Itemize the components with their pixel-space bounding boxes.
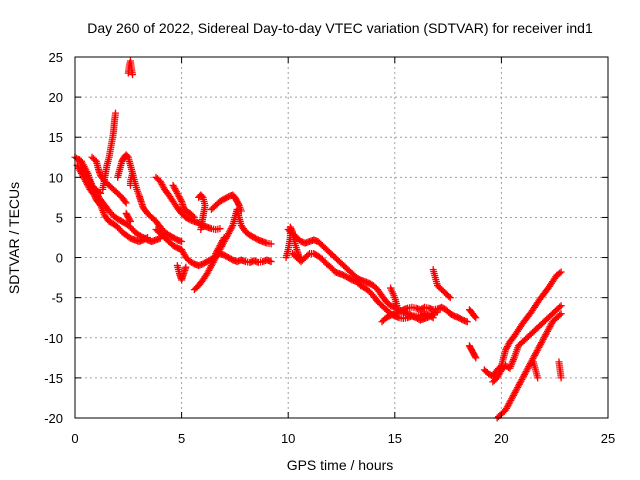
data-point bbox=[121, 198, 129, 206]
data-point bbox=[182, 263, 190, 271]
series-track-u bbox=[378, 303, 454, 326]
data-point bbox=[237, 207, 245, 215]
data-point bbox=[197, 225, 205, 233]
y-tick-label: -20 bbox=[44, 411, 63, 426]
data-point bbox=[393, 302, 401, 310]
data-point bbox=[445, 292, 453, 300]
data-point bbox=[198, 192, 206, 200]
y-tick-labels: -20 -15 -10 -5 0 5 10 15 20 25 bbox=[44, 50, 63, 426]
data-point bbox=[112, 109, 120, 117]
series-track-ac bbox=[493, 310, 565, 422]
data-point bbox=[97, 189, 105, 197]
data-point bbox=[556, 269, 564, 277]
x-tick-label: 5 bbox=[178, 431, 185, 446]
data-point bbox=[95, 188, 103, 196]
series-track-f bbox=[114, 151, 186, 246]
data-point bbox=[216, 225, 224, 233]
data-point bbox=[556, 303, 564, 311]
data-point bbox=[126, 216, 134, 224]
series-track-o bbox=[195, 191, 209, 233]
series-track-x bbox=[446, 310, 471, 326]
y-axis-label: SDTVAR / TECUs bbox=[6, 182, 22, 294]
y-tick-label: -5 bbox=[51, 291, 63, 306]
data-point bbox=[143, 234, 151, 241]
data-point bbox=[557, 310, 565, 318]
data-point bbox=[220, 234, 228, 241]
data-point bbox=[446, 294, 454, 302]
series-track-e bbox=[99, 109, 120, 193]
y-tick-label: 0 bbox=[56, 251, 63, 266]
y-tick-label: 15 bbox=[49, 130, 63, 145]
series-track-w bbox=[429, 266, 454, 302]
data-point bbox=[123, 152, 131, 160]
x-axis-label: GPS time / hours bbox=[287, 457, 394, 473]
y-tick-label: 25 bbox=[49, 50, 63, 65]
series-track-q bbox=[212, 234, 228, 258]
grid-lines bbox=[75, 57, 608, 418]
data-point bbox=[129, 71, 137, 79]
x-tick-label: 0 bbox=[71, 431, 78, 446]
series-track-i bbox=[126, 169, 137, 189]
data-point bbox=[90, 191, 98, 199]
data-point bbox=[178, 238, 186, 246]
data-point bbox=[142, 234, 150, 242]
data-point bbox=[557, 268, 565, 276]
data-point bbox=[304, 251, 312, 259]
data-point bbox=[557, 374, 565, 382]
data-point bbox=[234, 200, 242, 208]
x-tick-label: 15 bbox=[388, 431, 402, 446]
chart-title: Day 260 of 2022, Sidereal Day-to-day VTE… bbox=[87, 20, 593, 36]
series-track-j bbox=[152, 173, 224, 233]
series-track-ab bbox=[489, 302, 565, 386]
series-track-k bbox=[169, 181, 198, 221]
series-track-t bbox=[288, 250, 441, 324]
data-point bbox=[91, 193, 99, 201]
data-point bbox=[122, 199, 130, 207]
series-track-v bbox=[387, 284, 401, 310]
x-tick-label: 20 bbox=[494, 431, 508, 446]
data-point bbox=[556, 311, 564, 319]
plot-frame bbox=[74, 56, 609, 419]
series-track-ad bbox=[529, 358, 542, 382]
series-track-m bbox=[173, 262, 190, 284]
data-point bbox=[472, 314, 480, 322]
axis-ticks bbox=[74, 56, 609, 419]
data-point bbox=[177, 196, 185, 204]
series-track-y bbox=[465, 306, 480, 322]
y-tick-label: 10 bbox=[49, 170, 63, 185]
data-point bbox=[534, 374, 542, 382]
data-point bbox=[463, 318, 471, 326]
y-tick-label: 5 bbox=[56, 210, 63, 225]
data-point bbox=[267, 240, 275, 248]
data-point bbox=[557, 302, 565, 310]
series-track-h bbox=[122, 209, 134, 225]
data-point bbox=[126, 217, 134, 225]
data-point bbox=[471, 352, 479, 360]
data-point bbox=[267, 258, 275, 266]
y-tick-label: -15 bbox=[44, 371, 63, 386]
data-points bbox=[71, 57, 565, 422]
y-tick-label: -10 bbox=[44, 331, 63, 346]
data-point bbox=[472, 354, 480, 362]
series-track-c bbox=[75, 156, 105, 197]
x-tick-label: 10 bbox=[281, 431, 295, 446]
x-tick-label: 25 bbox=[601, 431, 615, 446]
data-point bbox=[219, 235, 227, 243]
series-track-g bbox=[124, 57, 137, 79]
data-point bbox=[189, 212, 197, 220]
plot-border bbox=[74, 56, 609, 419]
series-track-ae bbox=[555, 358, 565, 382]
data-point bbox=[471, 313, 479, 321]
data-point bbox=[129, 169, 137, 177]
data-point bbox=[228, 223, 236, 231]
series-track-p bbox=[207, 191, 245, 215]
y-tick-label: 20 bbox=[49, 90, 63, 105]
x-tick-labels: 0 5 10 15 20 25 bbox=[71, 431, 615, 446]
series-track-z bbox=[465, 342, 480, 362]
data-point bbox=[190, 213, 198, 221]
series-track-aa bbox=[480, 268, 565, 380]
